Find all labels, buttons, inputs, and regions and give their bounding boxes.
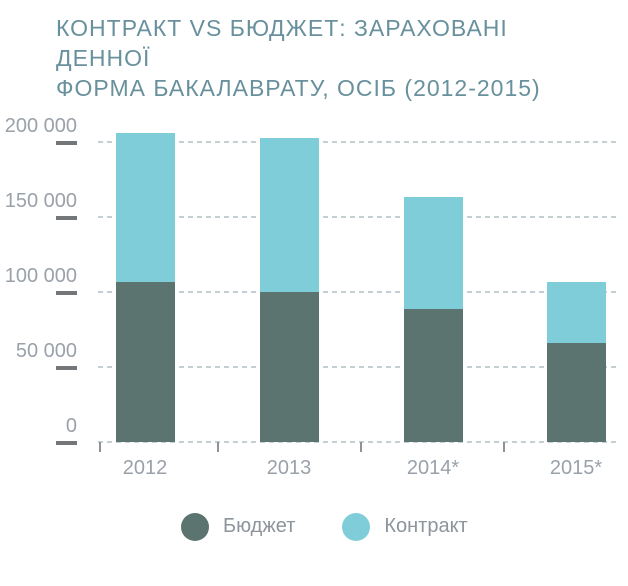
legend-label-budget: Бюджет (223, 515, 296, 537)
chart-title: КОНТРАКТ VS БЮДЖЕТ: ЗАРАХОВАНІ ДЕННОЇ ФОР… (56, 13, 596, 103)
bar-segment-budget-2014* (403, 309, 463, 442)
x-axis-tick-3 (503, 442, 505, 452)
contract-swatch-icon (342, 512, 371, 541)
bar-segment-budget-2013 (259, 292, 319, 442)
x-axis-label-2013: 2013 (266, 457, 312, 479)
bar-segment-budget-2015* (546, 343, 606, 442)
budget-swatch-icon (181, 512, 209, 541)
bar-2015* (546, 282, 606, 442)
y-axis-tick (56, 216, 77, 220)
bar-segment-contract-2014* (403, 196, 463, 310)
y-axis-tick (56, 366, 77, 370)
x-axis-tick-1 (217, 442, 219, 452)
y-axis-label: 0 (65, 415, 77, 437)
legend-item-contract: Контракт (342, 512, 468, 541)
y-axis-label: 50 000 (15, 340, 77, 362)
gridline-100000 (98, 291, 616, 293)
bar-segment-contract-2013 (259, 138, 319, 292)
legend-item-budget: Бюджет (181, 512, 296, 541)
y-axis-label: 100 000 (4, 265, 77, 287)
gridline-0 (98, 441, 616, 443)
x-axis-tick-2 (359, 442, 362, 452)
x-axis-label-2012: 2012 (122, 457, 168, 479)
y-axis-tick (56, 141, 77, 145)
y-axis-label: 200 000 (4, 115, 77, 137)
gridline-200000 (98, 141, 616, 143)
y-axis-tick (56, 291, 77, 295)
gridline-50000 (98, 366, 616, 368)
x-axis-tick-0 (98, 442, 101, 452)
x-axis-label-2015*: 2015* (549, 457, 603, 479)
legend-label-contract: Контракт (384, 515, 468, 537)
bar-segment-budget-2012 (115, 282, 175, 442)
y-axis-label: 150 000 (4, 190, 77, 212)
chart-title-line1: КОНТРАКТ VS БЮДЖЕТ: ЗАРАХОВАНІ ДЕННОЇ (56, 15, 508, 71)
y-axis-tick (56, 441, 77, 445)
bar-2012 (115, 133, 175, 442)
gridline-150000 (98, 216, 616, 218)
legend: Бюджет Контракт (181, 512, 468, 541)
bar-segment-contract-2012 (115, 133, 175, 283)
bar-2013 (259, 138, 319, 442)
bar-segment-contract-2015* (546, 282, 606, 343)
chart-title-line2: ФОРМА БАКАЛАВРАТУ, ОСІБ (2012-2015) (56, 75, 541, 101)
bar-2014* (403, 196, 463, 442)
x-axis-label-2014*: 2014* (406, 457, 460, 479)
